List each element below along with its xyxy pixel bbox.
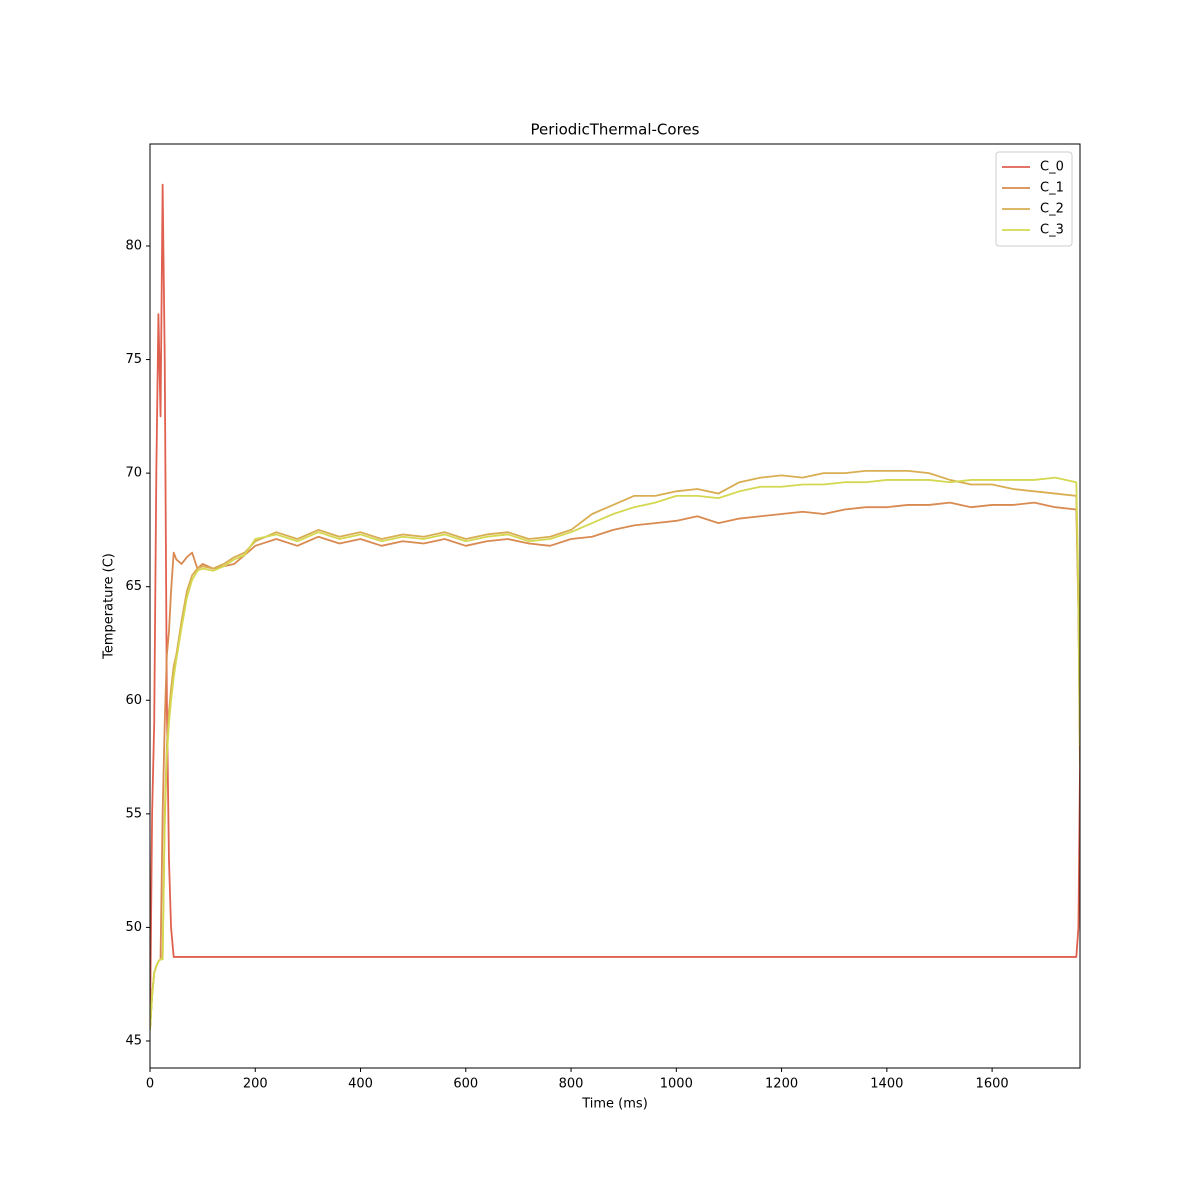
data-line [150,183,1080,1030]
y-tick-label: 65 [125,579,142,594]
x-tick-label: 0 [146,1077,154,1092]
x-tick-label: 200 [243,1077,268,1092]
x-tick-label: 1600 [976,1077,1009,1092]
legend-label: C_3 [1040,223,1064,238]
y-tick-label: 75 [125,352,142,367]
legend-label: C_2 [1040,202,1064,217]
y-tick-label: 50 [125,920,142,935]
x-tick-label: 600 [453,1077,478,1092]
x-tick-label: 800 [559,1077,584,1092]
chart-title: PeriodicThermal-Cores [531,121,700,139]
legend-label: C_1 [1040,181,1064,196]
legend-label: C_0 [1040,160,1064,175]
plot-frame [149,143,1081,1069]
y-tick-label: 80 [125,238,142,253]
y-axis-label: Temperature (C) [102,553,117,660]
data-line [150,501,1080,1030]
x-tick-label: 400 [348,1077,373,1092]
x-tick-label: 1400 [870,1077,903,1092]
x-tick-label: 1200 [765,1077,798,1092]
x-tick-label: 1000 [660,1077,693,1092]
y-tick-label: 60 [125,693,142,708]
y-tick-label: 55 [125,806,142,821]
y-tick-label: 45 [125,1033,142,1048]
x-axis-label: Time (ms) [581,1097,648,1112]
legend-box [995,151,1073,247]
data-line [150,469,1080,1030]
data-line [150,476,1080,1030]
y-tick-label: 70 [125,466,142,481]
